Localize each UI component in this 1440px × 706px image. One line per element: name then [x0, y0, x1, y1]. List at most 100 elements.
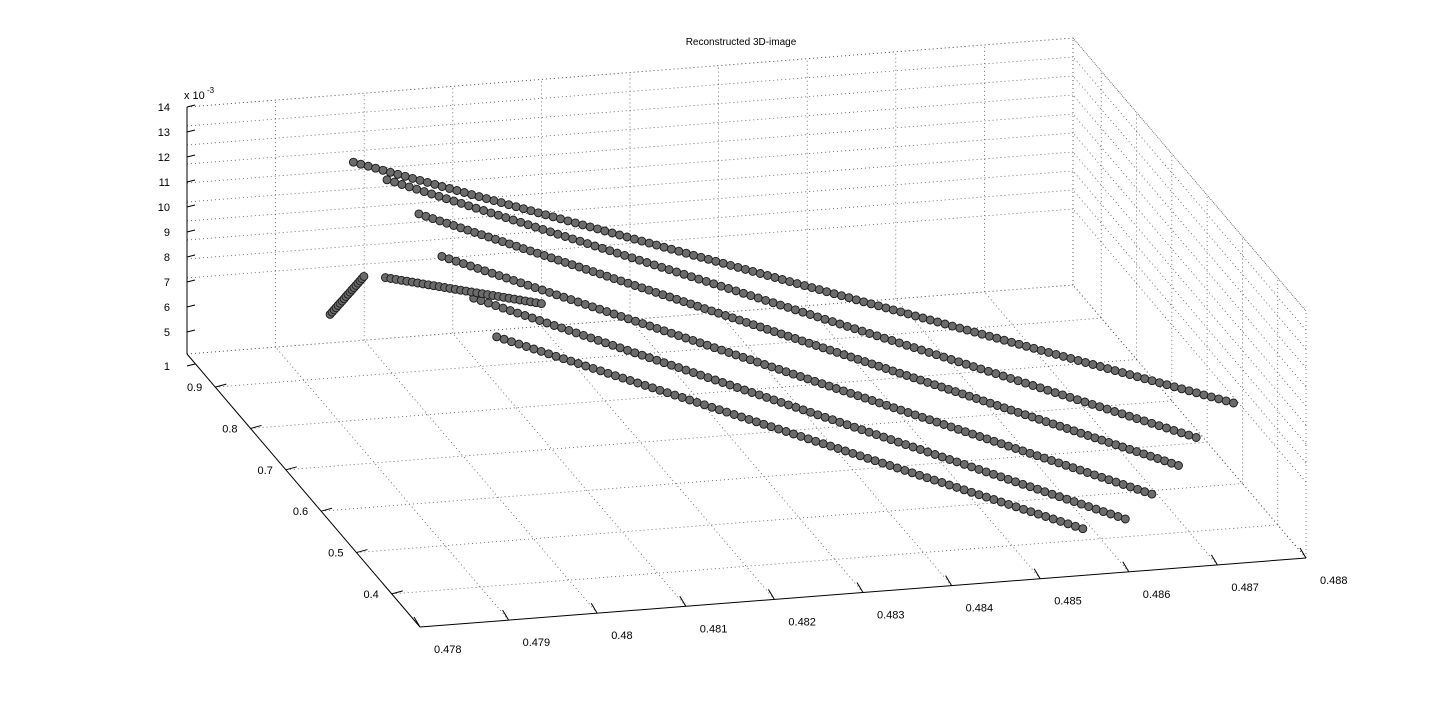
scatter-point [967, 487, 976, 497]
scatter-point [1054, 492, 1064, 502]
scatter-point [924, 347, 934, 357]
y-tick-mark [215, 383, 227, 388]
scatter-point [1084, 502, 1094, 512]
scatter-point [940, 319, 950, 329]
scatter-point [1214, 394, 1224, 404]
scatter-point [796, 431, 806, 441]
right-wall-grid-line [1072, 151, 1307, 426]
scatter-point [630, 348, 640, 358]
scatter-point [652, 240, 662, 250]
scatter-point [952, 482, 962, 492]
scatter-point [894, 338, 904, 348]
scatter-point [828, 317, 837, 327]
scatter-point [493, 210, 503, 220]
scatter-point [759, 419, 769, 429]
scatter-point [931, 350, 941, 360]
scatter-point [733, 262, 743, 272]
scatter-point [644, 353, 654, 363]
scatter-point [783, 302, 793, 312]
scatter-point [615, 230, 625, 240]
scatter-point [1028, 381, 1038, 390]
scatter-point [348, 157, 358, 167]
scatter-point [605, 246, 615, 256]
x-tick-mark [767, 589, 775, 600]
scatter-point [681, 248, 691, 258]
scatter-point [489, 196, 499, 206]
scatter-point [670, 390, 680, 400]
scatter-point [434, 191, 444, 201]
scatter-point [514, 339, 524, 349]
y-tick-label: 0.7 [258, 465, 273, 477]
x-tick-mark [1210, 554, 1218, 566]
scatter-point [1098, 507, 1108, 517]
scatter-point [840, 446, 850, 456]
scatter-point [603, 368, 613, 378]
scatter-point [674, 363, 684, 373]
scatter-point [781, 427, 791, 436]
scatter-point [1058, 390, 1068, 400]
scatter-point [579, 330, 588, 340]
scatter-point [822, 287, 832, 297]
scatter-point [542, 318, 552, 328]
floor-grid-line [321, 441, 1208, 512]
scatter-point [879, 432, 889, 442]
scatter-point [622, 232, 632, 242]
scatter-point [813, 410, 823, 420]
back-wall-grid-line [186, 94, 1074, 165]
scatter-point [870, 456, 880, 466]
scatter-point [640, 380, 650, 390]
scatter-point [820, 314, 830, 324]
scatter-point [449, 196, 459, 206]
x-tick-mark [945, 575, 953, 586]
scatter-point [1110, 407, 1120, 416]
scatter-point [937, 478, 947, 487]
scatter-point [629, 234, 639, 244]
scatter-point [785, 277, 795, 287]
scatter-point [885, 461, 895, 470]
scatter-point [776, 397, 786, 407]
scatter-point [724, 284, 733, 293]
scatter-point [491, 301, 501, 311]
scatter-point [871, 430, 881, 440]
scatter-point [718, 378, 728, 387]
scatter-point [738, 288, 748, 298]
scatter-point [807, 283, 817, 293]
scatter-point [479, 206, 489, 215]
scatter-point [681, 365, 691, 375]
y-tick-mark [321, 507, 333, 512]
scatter-point [385, 167, 395, 177]
scatter-point [1065, 392, 1075, 402]
scatter-point [536, 299, 546, 309]
scatter-point [437, 182, 447, 191]
scatter-point [588, 363, 598, 373]
scatter-point [471, 203, 481, 213]
scatter-point [930, 450, 940, 459]
x-tick-mark [1033, 568, 1041, 579]
scatter-point [923, 447, 933, 457]
scatter-point [459, 188, 469, 197]
scatter-point [648, 383, 657, 393]
scatter-points [325, 157, 1238, 534]
scatter-point [1169, 382, 1179, 392]
scatter-point [879, 333, 889, 343]
scatter-point [761, 295, 771, 305]
scatter-point [929, 475, 939, 485]
scatter-point [1139, 416, 1149, 426]
scatter-point [615, 343, 625, 353]
z-tick-mark [186, 279, 196, 283]
floor-grid-line [452, 333, 687, 607]
scatter-point [422, 177, 432, 187]
scatter-point [902, 340, 912, 350]
scatter-point [981, 492, 991, 502]
scatter-point [419, 187, 429, 197]
y-axis-line [186, 353, 421, 628]
scatter-point [842, 321, 852, 331]
scatter-point [789, 429, 798, 439]
scatter-point [666, 360, 676, 370]
scatter-point [456, 198, 466, 208]
scatter-point [688, 368, 698, 378]
x-tick-mark [413, 616, 421, 628]
scatter-point [842, 420, 852, 430]
scatter-point [1035, 383, 1045, 393]
scatter-point [521, 342, 531, 351]
